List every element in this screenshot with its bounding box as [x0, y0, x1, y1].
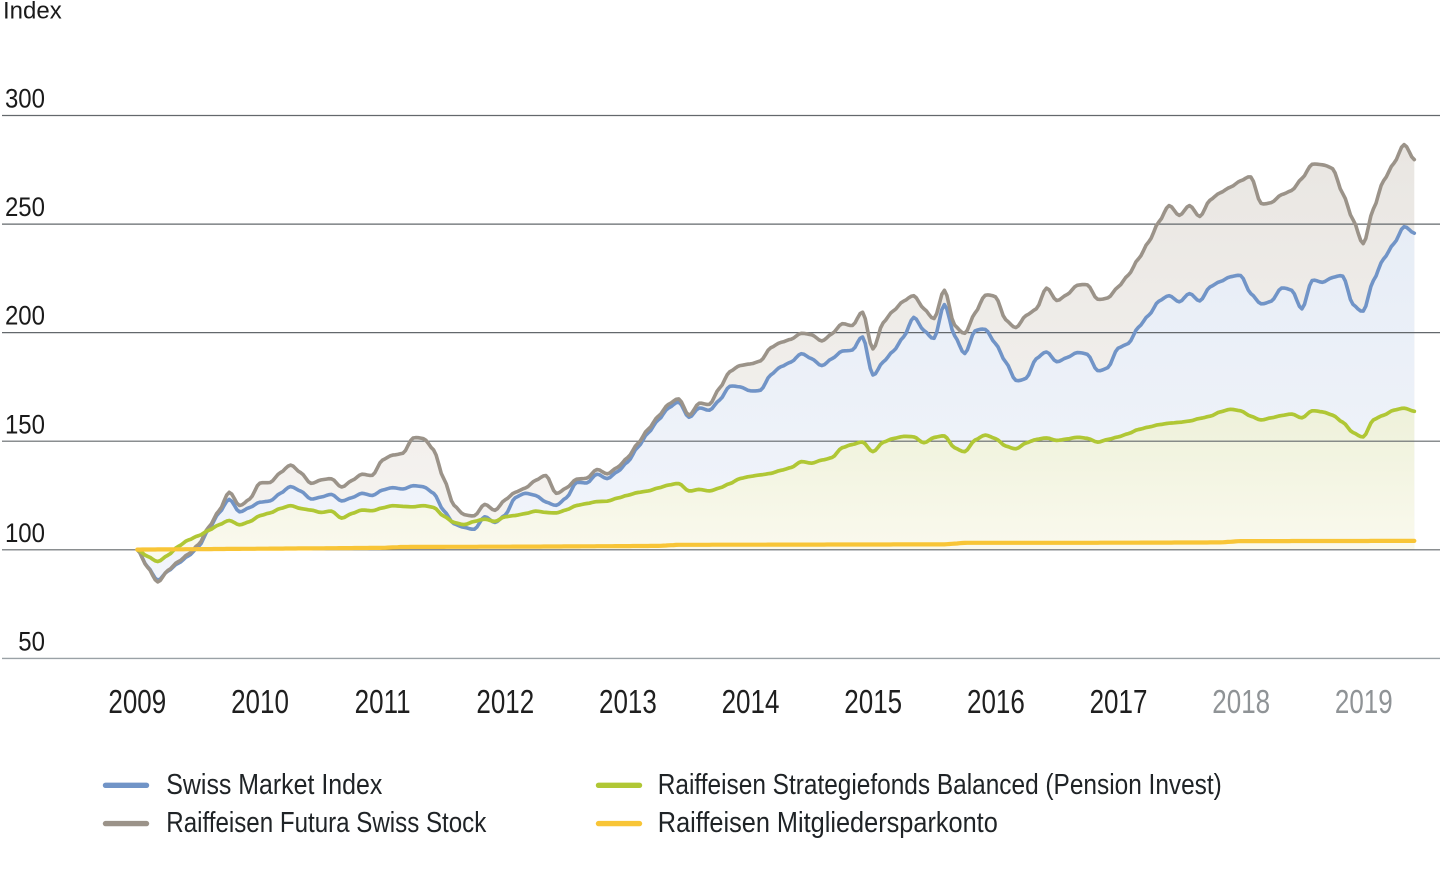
- svg-text:2018: 2018: [1212, 684, 1270, 721]
- svg-text:Raiffeisen Strategiefonds Bala: Raiffeisen Strategiefonds Balanced (Pens…: [658, 768, 1222, 800]
- svg-text:150: 150: [5, 410, 45, 440]
- svg-text:2013: 2013: [599, 684, 657, 721]
- svg-text:2019: 2019: [1335, 684, 1393, 721]
- svg-text:2015: 2015: [844, 684, 902, 721]
- svg-text:Raiffeisen Futura Swiss Stock: Raiffeisen Futura Swiss Stock: [166, 807, 486, 839]
- svg-text:2012: 2012: [476, 684, 534, 721]
- svg-text:2009: 2009: [108, 684, 166, 721]
- svg-text:Raiffeisen Mitgliedersparkonto: Raiffeisen Mitgliedersparkonto: [658, 807, 998, 839]
- svg-text:100: 100: [5, 519, 45, 549]
- svg-text:2014: 2014: [722, 684, 780, 721]
- svg-text:2017: 2017: [1090, 684, 1148, 721]
- svg-text:300: 300: [5, 84, 45, 114]
- svg-text:2011: 2011: [355, 684, 411, 721]
- svg-text:250: 250: [5, 193, 45, 223]
- svg-text:200: 200: [5, 301, 45, 331]
- svg-text:50: 50: [18, 627, 45, 657]
- svg-text:Swiss Market Index: Swiss Market Index: [166, 768, 382, 800]
- svg-text:2010: 2010: [231, 684, 289, 721]
- svg-text:Index: Index: [3, 0, 62, 25]
- svg-text:2016: 2016: [967, 684, 1025, 721]
